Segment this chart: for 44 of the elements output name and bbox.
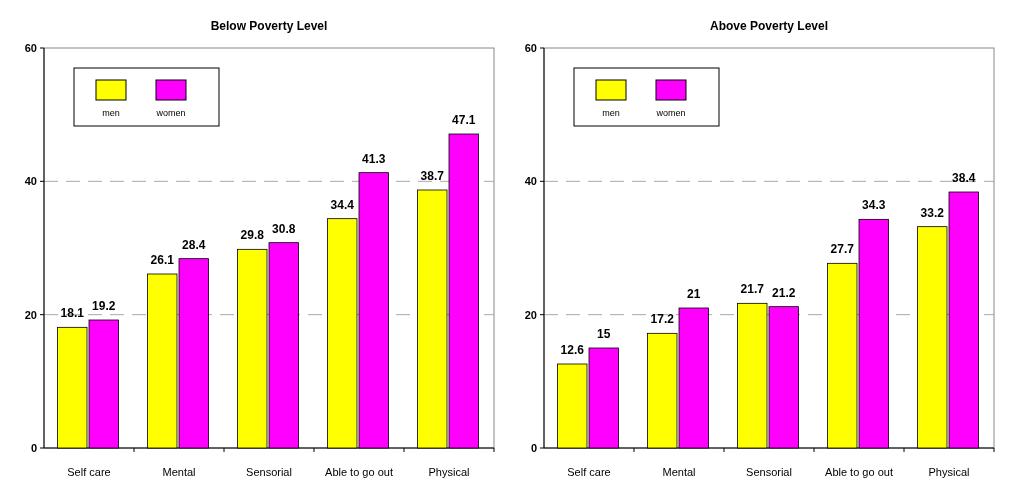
data-label: 15	[597, 327, 611, 341]
y-tick-label: 40	[524, 175, 537, 188]
chart-title: Below Poverty Level	[210, 19, 328, 33]
legend-label: men	[102, 108, 120, 118]
data-label: 47.1	[452, 113, 476, 127]
x-tick-label: Self care	[567, 466, 611, 478]
x-tick-label: Able to go out	[325, 466, 393, 478]
y-tick-label: 40	[24, 175, 37, 188]
data-label: 41.3	[362, 151, 386, 166]
legend-label: women	[655, 108, 686, 118]
data-label: 21.2	[772, 285, 796, 300]
x-tick-label: Able to go out	[825, 466, 893, 478]
legend-label: men	[602, 108, 620, 118]
data-label: 33.2	[920, 205, 945, 220]
data-label: 21.7	[740, 282, 765, 297]
x-tick-label: Physical	[928, 466, 970, 478]
x-tick-label: Mental	[162, 466, 196, 478]
data-label: 19.2	[92, 299, 116, 313]
data-label: 18.1	[60, 306, 85, 321]
data-label: 29.8	[240, 228, 265, 243]
data-label: 30.8	[272, 221, 296, 236]
data-label: 21	[687, 287, 701, 301]
x-tick-label: Sensorial	[746, 466, 792, 478]
data-label: 12.6	[560, 343, 585, 357]
y-tick-label: 20	[24, 308, 37, 321]
data-label: 38.7	[420, 169, 445, 183]
y-tick-label: 60	[524, 41, 537, 54]
data-label: 17.2	[650, 312, 675, 327]
x-tick-label: Sensorial	[246, 466, 292, 478]
data-label: 28.4	[182, 237, 206, 252]
y-tick-label: 0	[30, 441, 37, 454]
x-tick-label: Mental	[662, 466, 696, 478]
chart-title: Above Poverty Level	[709, 19, 829, 33]
y-tick-label: 0	[530, 441, 537, 454]
data-label: 27.7	[830, 242, 855, 257]
data-label: 38.4	[952, 171, 976, 185]
data-label: 26.1	[150, 253, 175, 267]
legend-label: women	[155, 108, 186, 118]
x-tick-label: Physical	[428, 466, 470, 478]
data-label: 34.3	[862, 198, 886, 213]
data-label: 34.4	[330, 197, 355, 212]
y-tick-label: 20	[524, 308, 537, 321]
y-tick-label: 60	[24, 41, 37, 54]
x-tick-label: Self care	[67, 466, 111, 478]
